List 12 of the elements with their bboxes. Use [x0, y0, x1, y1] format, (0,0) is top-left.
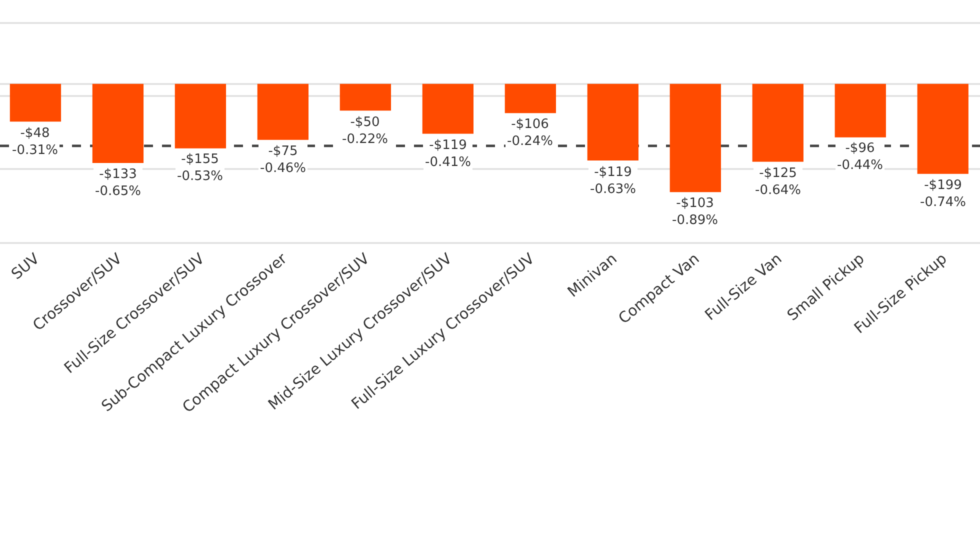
- data-label: -$155 -0.53%: [177, 152, 223, 184]
- data-label: -$119 -0.41%: [425, 138, 471, 170]
- data-label: -$96 -0.44%: [837, 141, 883, 173]
- data-label: -$125 -0.64%: [755, 166, 801, 198]
- data-label: -$133 -0.65%: [95, 167, 141, 199]
- data-label: -$50 -0.22%: [342, 115, 388, 147]
- data-label: -$199 -0.74%: [920, 178, 966, 210]
- data-label: -$119 -0.63%: [590, 165, 636, 197]
- data-label: -$48 -0.31%: [12, 126, 58, 158]
- data-label: -$75 -0.46%: [260, 144, 306, 176]
- data-label: -$103 -0.89%: [672, 196, 718, 228]
- data-label: -$106 -0.24%: [507, 117, 553, 149]
